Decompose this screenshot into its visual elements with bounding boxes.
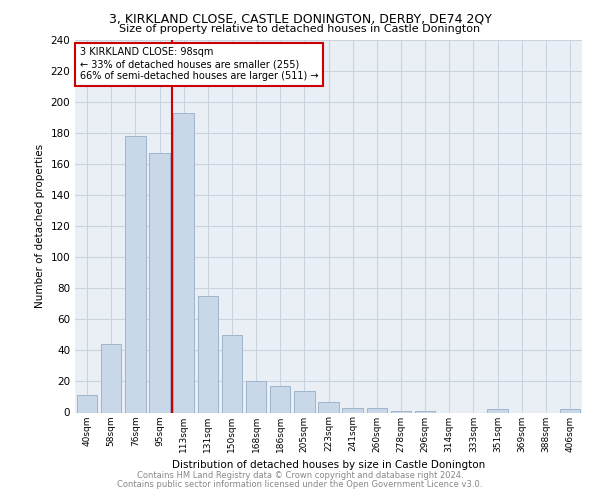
Bar — [294, 391, 314, 412]
Bar — [367, 408, 387, 412]
Bar — [173, 113, 194, 412]
Bar — [77, 396, 97, 412]
Bar — [415, 411, 436, 412]
Text: Size of property relative to detached houses in Castle Donington: Size of property relative to detached ho… — [119, 24, 481, 34]
Bar — [318, 402, 339, 412]
X-axis label: Distribution of detached houses by size in Castle Donington: Distribution of detached houses by size … — [172, 460, 485, 470]
Bar — [221, 335, 242, 412]
Bar — [101, 344, 121, 412]
Text: 3, KIRKLAND CLOSE, CASTLE DONINGTON, DERBY, DE74 2QY: 3, KIRKLAND CLOSE, CASTLE DONINGTON, DER… — [109, 12, 491, 26]
Text: 3 KIRKLAND CLOSE: 98sqm
← 33% of detached houses are smaller (255)
66% of semi-d: 3 KIRKLAND CLOSE: 98sqm ← 33% of detache… — [80, 48, 319, 80]
Bar — [197, 296, 218, 412]
Bar — [343, 408, 363, 412]
Bar — [246, 382, 266, 412]
Bar — [149, 154, 170, 412]
Bar — [560, 410, 580, 412]
Text: Contains HM Land Registry data © Crown copyright and database right 2024.: Contains HM Land Registry data © Crown c… — [137, 471, 463, 480]
Y-axis label: Number of detached properties: Number of detached properties — [35, 144, 45, 308]
Bar — [391, 411, 411, 412]
Bar — [125, 136, 146, 412]
Bar — [487, 410, 508, 412]
Bar — [270, 386, 290, 412]
Text: Contains public sector information licensed under the Open Government Licence v3: Contains public sector information licen… — [118, 480, 482, 489]
